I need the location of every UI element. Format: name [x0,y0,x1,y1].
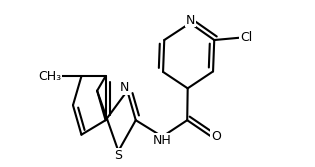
Text: S: S [114,149,122,162]
Text: O: O [211,130,220,143]
Text: CH₃: CH₃ [38,70,61,83]
Text: N: N [120,81,129,94]
Text: Cl: Cl [240,31,252,44]
Text: NH: NH [153,134,172,147]
Text: N: N [186,14,195,27]
